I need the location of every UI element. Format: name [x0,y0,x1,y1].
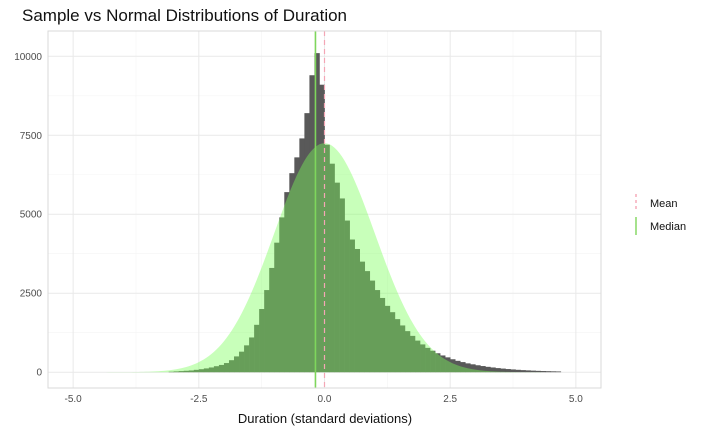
histogram-bar [450,359,456,373]
histogram-bar [510,369,516,373]
histogram-bar [269,267,275,373]
histogram-bar [234,356,240,373]
y-tick-label: 2500 [20,289,43,300]
panel-border [47,30,602,389]
histogram-bar [329,163,335,373]
histogram-bar [425,347,431,373]
axes: -5.0 -2.5 0.0 2.5 5.0 0 2500 5000 7500 10000 [14,30,602,405]
histogram-bar [535,370,541,373]
histogram-bar [394,319,401,373]
histogram-bar [193,369,200,373]
histogram-bar [344,220,350,373]
histogram-bar [445,357,451,373]
x-tick-label: -2.5 [190,394,208,405]
histogram-bar [420,344,426,373]
histogram-bar [500,368,506,373]
histogram-bar [228,360,235,373]
histogram-bar [384,305,391,373]
histogram-bar [480,366,486,373]
histogram-bar [319,84,325,373]
histogram-bar [430,350,436,373]
histogram-bar [289,173,295,373]
histogram-bar [244,345,250,373]
histogram-bar [299,138,305,373]
histogram-bar [545,371,552,373]
legend-label-mean: Mean [650,198,678,210]
x-tick-label: 2.5 [443,394,457,405]
histogram-bar [279,217,285,373]
histogram-bar [550,371,557,373]
histogram-bar [374,290,381,373]
histogram-bar [555,371,562,373]
histogram-bar [213,366,220,373]
x-tick-label: 0.0 [318,394,332,405]
y-tick-label: 7500 [20,131,43,142]
histogram-bar [324,144,330,373]
histogram-bar [259,309,265,373]
histogram-bar [284,192,290,373]
y-tick-label: 5000 [20,210,43,221]
reference-lines [314,31,326,388]
histogram-bar [485,366,491,373]
chart-title: Sample vs Normal Distributions of Durati… [22,6,348,25]
histogram-bar [470,364,476,373]
histogram-bar [314,53,320,373]
histogram-bar [379,297,386,373]
histogram-bar [183,370,190,373]
histogram-bar [304,113,310,373]
histogram-bar [294,157,300,373]
histogram-bar [389,312,396,373]
histogram-bar [178,371,185,373]
histogram-bar [359,261,366,373]
histogram-bar [339,198,345,373]
histogram-bar [515,369,521,373]
histogram-bar [414,340,421,373]
histogram-bar [465,363,471,373]
histogram-bar [198,369,205,373]
histogram-bar [455,360,461,373]
histogram-bar [218,364,225,373]
histogram-bar [409,335,416,373]
legend: Mean Median [635,194,686,235]
histogram-bar [490,367,496,373]
histogram-bar [495,368,501,373]
histogram-bar [223,363,230,373]
y-tick-label: 0 [36,368,42,379]
histogram-bar [173,371,180,373]
y-tick-label: 10000 [14,52,42,63]
histogram-bar [349,239,355,373]
x-axis-title: Duration (standard deviations) [238,411,412,426]
histogram-bar [404,331,411,373]
histogram-bar [369,280,376,373]
histogram-bar [309,75,315,373]
histogram-bar [435,353,441,373]
x-tick-label: -5.0 [65,394,83,405]
histogram-bar [525,370,531,373]
histogram-bar [208,367,215,373]
histogram-bar [364,271,371,373]
histogram-bar [188,370,195,373]
histogram-bar [540,371,546,373]
histogram-bar [460,362,466,373]
histogram-bar [399,325,406,373]
histogram-bar [334,182,340,373]
histogram-bar [274,242,280,373]
histogram-bar [440,355,446,373]
histogram-bars [168,53,562,373]
histogram-bar [239,351,245,373]
histogram-bar [530,370,536,373]
histogram-bar [505,369,511,373]
histogram-bar [264,290,270,373]
histogram-bar [520,370,526,373]
histogram-bar [475,365,481,373]
x-tick-label: 5.0 [569,394,583,405]
histogram-bar [354,248,360,373]
histogram-bar [249,337,255,373]
legend-label-median: Median [650,221,686,233]
histogram-bar [254,324,260,373]
histogram-bar [203,368,210,373]
